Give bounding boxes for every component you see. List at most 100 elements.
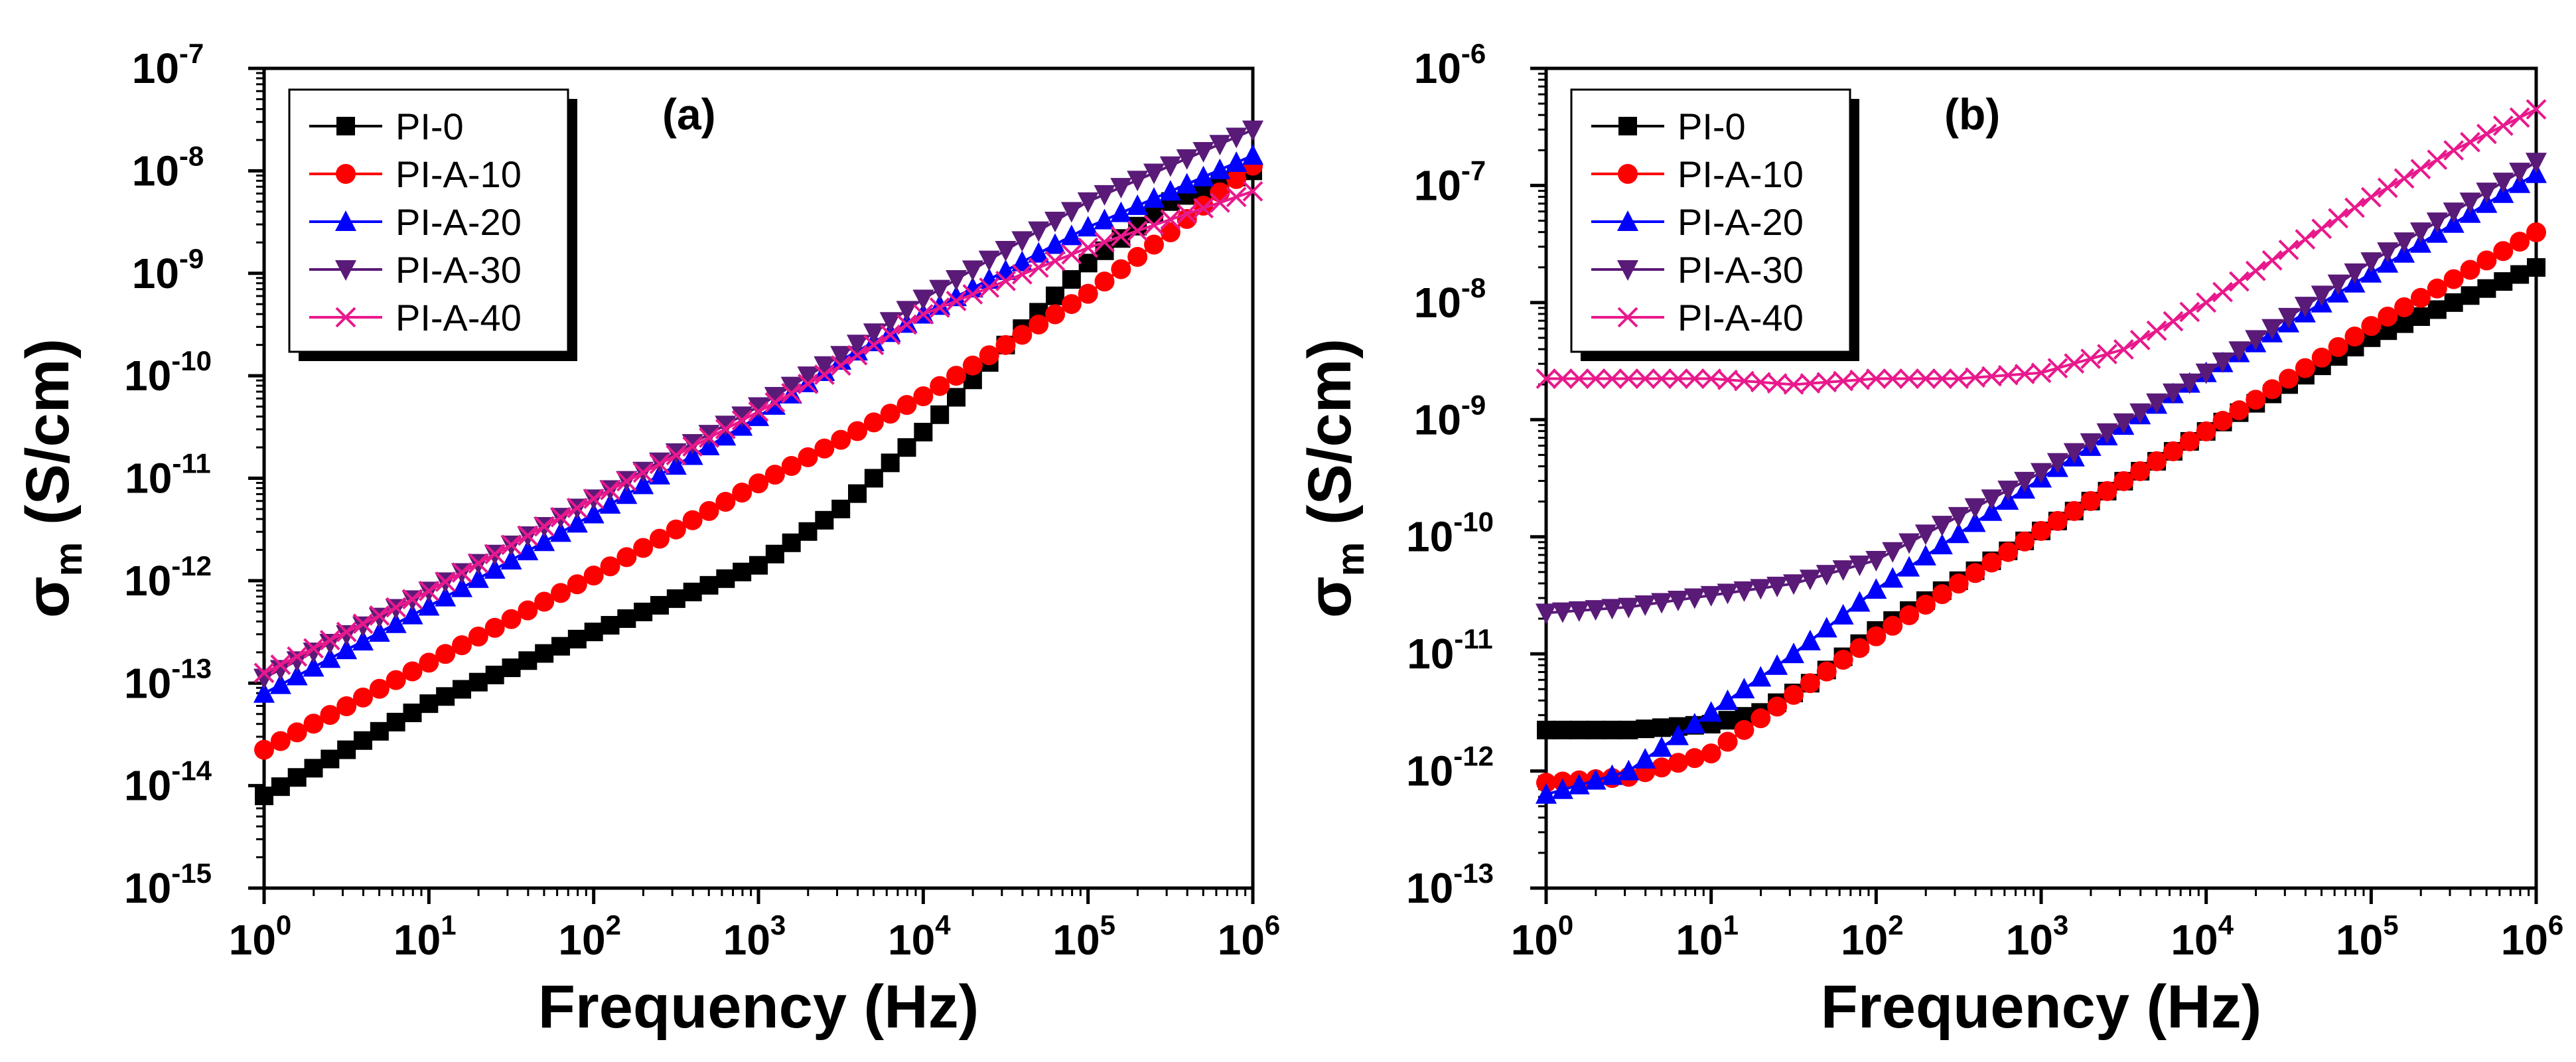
data-point — [1636, 720, 1655, 739]
data-point — [1981, 366, 2002, 387]
data-point — [913, 386, 934, 406]
data-point — [2046, 453, 2068, 474]
legend-label: PI-A-20 — [395, 201, 522, 243]
legend-marker — [1617, 210, 1638, 231]
data-point — [1619, 720, 1638, 739]
data-point — [897, 438, 916, 457]
series-PI-A-10 — [254, 155, 1263, 760]
data-point — [830, 355, 851, 376]
data-point — [502, 658, 521, 678]
data-point — [1176, 149, 1198, 170]
data-point — [681, 434, 703, 455]
data-point — [2261, 319, 2283, 340]
data-point — [1618, 368, 1639, 389]
data-point — [2195, 363, 2217, 384]
data-point — [2361, 316, 2382, 337]
series-line — [263, 190, 1253, 674]
data-point — [1832, 560, 1854, 581]
data-point — [468, 553, 489, 574]
data-point — [2427, 149, 2448, 171]
data-point — [303, 714, 324, 734]
data-point — [2328, 208, 2349, 229]
legend-label: PI-A-20 — [1678, 201, 1804, 243]
data-point — [1816, 372, 1837, 393]
legend-label: PI-0 — [395, 106, 464, 147]
data-point — [1634, 747, 1656, 769]
legend-entry: PI-A-40 — [309, 297, 522, 339]
data-point — [2510, 232, 2530, 252]
data-point — [1111, 259, 1131, 279]
data-point — [1717, 369, 1738, 390]
data-point — [2526, 99, 2547, 120]
y-axis-title: σm (S/cm) — [1296, 339, 1372, 618]
data-point — [2146, 393, 2168, 414]
data-point — [1981, 489, 2003, 510]
data-point — [583, 488, 605, 509]
data-point — [1849, 556, 1871, 577]
data-point — [632, 473, 654, 494]
data-point — [2344, 263, 2366, 284]
data-point — [979, 345, 999, 366]
data-point — [1127, 194, 1149, 215]
data-point — [666, 445, 687, 466]
y-tick-label: 10-7 — [1414, 155, 1486, 209]
data-point — [896, 301, 918, 322]
x-tick-label: 101 — [1676, 909, 1739, 964]
data-point — [2344, 197, 2365, 218]
data-point — [1028, 221, 1050, 242]
data-point — [863, 323, 885, 344]
data-point — [2427, 278, 2447, 299]
data-point — [2031, 362, 2052, 384]
data-point — [1192, 165, 1214, 187]
data-point — [1717, 583, 1739, 605]
data-point — [567, 497, 588, 518]
data-point — [649, 463, 670, 485]
data-point — [929, 297, 950, 318]
data-point — [453, 680, 471, 699]
series-PI-A-40 — [1536, 99, 2547, 395]
data-point — [1948, 368, 1969, 389]
data-point — [1882, 368, 1903, 389]
data-point — [962, 260, 983, 281]
data-point — [715, 416, 737, 437]
data-point — [1209, 135, 1231, 156]
x-tick-label: 100 — [1511, 909, 1574, 964]
data-point — [798, 447, 818, 467]
data-point — [1044, 233, 1066, 254]
data-point — [485, 665, 504, 684]
data-point — [831, 429, 851, 450]
data-point — [1684, 748, 1705, 769]
y-tick-label: 10-10 — [1406, 506, 1494, 561]
data-point — [2228, 341, 2250, 362]
data-point — [1865, 578, 1887, 599]
data-point — [518, 651, 537, 670]
data-point — [2097, 344, 2117, 364]
data-point — [2494, 272, 2513, 291]
legend-entry: PI-A-30 — [309, 249, 522, 291]
data-point — [1553, 720, 1572, 739]
data-point — [962, 355, 983, 376]
data-point — [517, 540, 539, 561]
data-point — [2228, 271, 2250, 292]
data-point — [1683, 713, 1705, 733]
data-point — [847, 335, 868, 356]
data-point — [2245, 330, 2267, 351]
data-point — [2129, 403, 2151, 424]
data-point — [2394, 297, 2415, 317]
data-point — [435, 571, 456, 592]
data-point — [2047, 510, 2068, 531]
data-point — [616, 471, 637, 492]
data-point — [1192, 142, 1214, 163]
x-tick-label: 106 — [1218, 909, 1281, 964]
data-point — [896, 395, 917, 416]
data-point — [1077, 216, 1099, 237]
y-tick-label: 10-7 — [132, 38, 204, 92]
data-point — [682, 510, 703, 530]
data-point — [682, 436, 703, 457]
data-point — [369, 605, 390, 626]
data-point — [2063, 443, 2085, 464]
data-point — [731, 410, 752, 431]
data-point — [2443, 202, 2465, 224]
data-point — [2080, 433, 2102, 454]
data-point — [303, 638, 324, 659]
